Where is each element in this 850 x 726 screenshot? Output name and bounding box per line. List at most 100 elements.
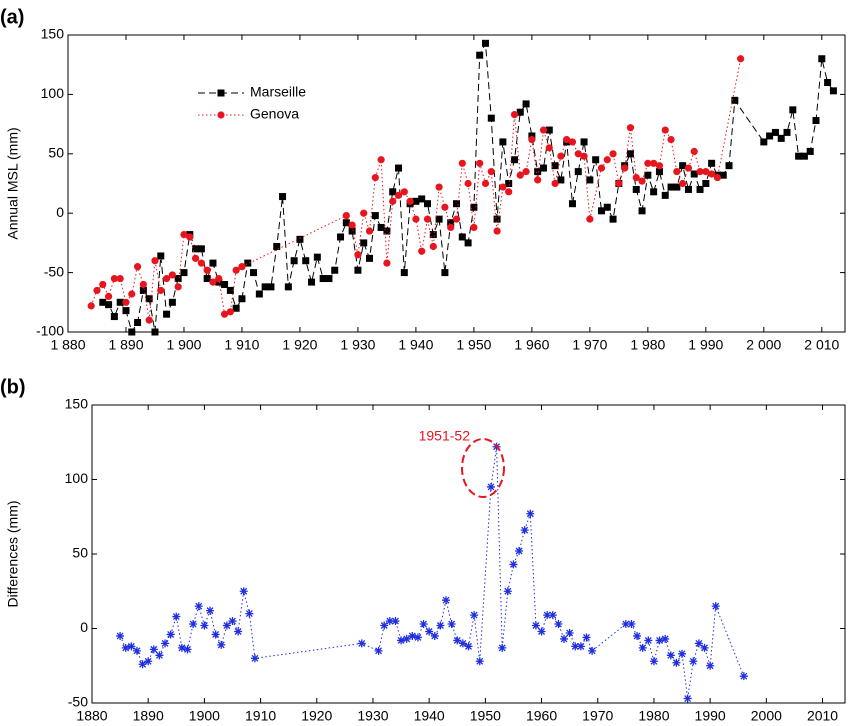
x-tick-label: 1940 — [414, 708, 445, 724]
marker — [239, 587, 248, 596]
marker — [429, 242, 437, 251]
marker — [261, 283, 269, 291]
marker — [441, 203, 449, 211]
marker — [557, 152, 565, 160]
marker — [708, 170, 716, 178]
marker — [580, 152, 588, 160]
marker — [586, 176, 594, 184]
marker — [597, 207, 605, 215]
x-tick-label: 1 950 — [456, 337, 491, 353]
x-tick-label: 2000 — [751, 708, 782, 724]
marker — [191, 254, 200, 262]
marker — [180, 269, 188, 277]
x-tick-label: 1880 — [76, 708, 107, 724]
marker — [168, 298, 176, 306]
marker — [696, 185, 704, 193]
y-axis-label: Annual MSL (mm) — [5, 127, 21, 239]
x-tick-label: 1 990 — [688, 337, 723, 353]
marker — [475, 657, 484, 666]
marker — [690, 170, 698, 178]
marker — [250, 269, 258, 277]
marker — [371, 173, 379, 182]
y-tick-label: 0 — [56, 204, 64, 220]
marker — [551, 162, 559, 170]
marker — [476, 51, 484, 59]
marker — [582, 633, 591, 642]
marker — [255, 290, 263, 298]
marker — [452, 215, 461, 223]
marker — [435, 183, 443, 191]
marker — [560, 634, 569, 643]
marker — [360, 239, 368, 247]
marker — [163, 310, 171, 318]
marker — [442, 596, 451, 605]
y-tick-label: -50 — [44, 263, 64, 279]
marker — [818, 55, 826, 63]
marker — [183, 645, 192, 654]
marker — [597, 164, 606, 172]
marker — [215, 274, 223, 283]
marker — [515, 547, 524, 556]
marker — [481, 179, 490, 188]
marker — [539, 164, 547, 172]
marker — [702, 180, 710, 187]
legend-label: Marseille — [250, 84, 306, 100]
marker — [650, 188, 658, 196]
marker — [543, 611, 552, 620]
marker — [302, 257, 310, 265]
marker — [380, 621, 389, 630]
marker — [226, 308, 234, 316]
marker — [206, 606, 215, 615]
marker — [603, 156, 611, 164]
marker — [644, 159, 652, 167]
marker — [436, 621, 445, 630]
marker — [374, 646, 383, 655]
marker — [157, 252, 165, 260]
marker — [557, 176, 565, 184]
marker — [551, 179, 559, 188]
x-tick-label: 1960 — [526, 708, 557, 724]
marker — [110, 274, 118, 283]
marker — [400, 269, 408, 277]
marker — [133, 263, 142, 271]
marker — [189, 620, 198, 629]
marker — [354, 251, 362, 259]
marker — [565, 628, 574, 637]
panel-label: (b) — [0, 376, 26, 398]
marker — [342, 211, 350, 220]
marker — [719, 171, 727, 179]
x-tick-label: 1 960 — [514, 337, 549, 353]
marker — [308, 278, 316, 286]
marker — [194, 602, 203, 611]
marker — [116, 631, 125, 640]
marker — [186, 233, 194, 241]
marker — [539, 126, 548, 134]
marker — [360, 209, 368, 217]
marker — [487, 114, 495, 122]
marker — [197, 245, 205, 253]
marker — [470, 223, 478, 232]
marker — [313, 253, 321, 261]
marker — [177, 643, 186, 652]
y-tick-label: 50 — [48, 145, 64, 161]
marker — [357, 639, 366, 648]
marker — [232, 304, 240, 312]
marker — [226, 286, 234, 294]
marker — [574, 150, 582, 158]
marker — [139, 286, 147, 294]
marker — [87, 302, 95, 310]
marker — [650, 159, 658, 167]
marker — [174, 283, 182, 291]
x-tick-label: 1 880 — [50, 337, 85, 353]
marker — [389, 197, 397, 205]
marker — [632, 185, 640, 193]
x-tick-label: 2 010 — [804, 337, 839, 353]
marker — [232, 266, 240, 274]
marker — [702, 168, 710, 176]
marker — [621, 164, 629, 172]
marker — [476, 159, 484, 167]
marker — [128, 290, 136, 298]
marker — [209, 278, 217, 286]
marker — [679, 162, 687, 170]
marker — [155, 651, 164, 660]
